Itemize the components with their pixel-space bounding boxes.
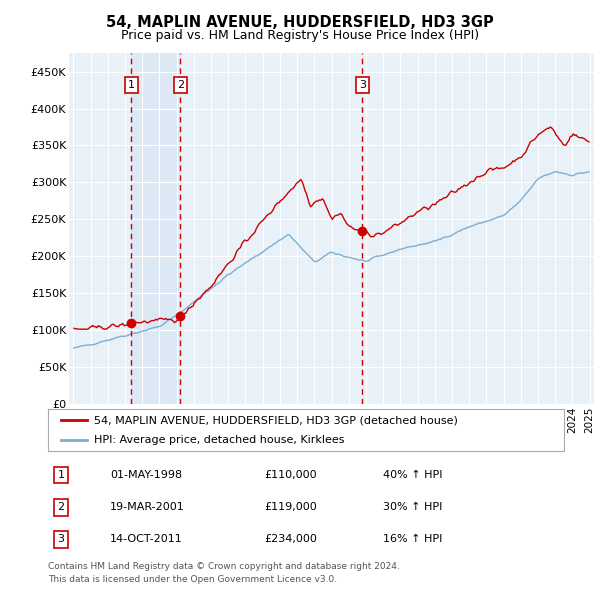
Text: 1: 1	[58, 470, 64, 480]
Text: 2: 2	[58, 503, 64, 512]
Text: 1: 1	[128, 80, 135, 90]
Text: 3: 3	[359, 80, 366, 90]
Text: This data is licensed under the Open Government Licence v3.0.: This data is licensed under the Open Gov…	[48, 575, 337, 584]
Text: 2: 2	[176, 80, 184, 90]
Text: 14-OCT-2011: 14-OCT-2011	[110, 535, 182, 545]
Text: 19-MAR-2001: 19-MAR-2001	[110, 503, 185, 512]
Text: 30% ↑ HPI: 30% ↑ HPI	[383, 503, 443, 512]
Bar	[131, 53, 180, 404]
Text: HPI: Average price, detached house, Kirklees: HPI: Average price, detached house, Kirk…	[94, 435, 345, 445]
Text: 54, MAPLIN AVENUE, HUDDERSFIELD, HD3 3GP (detached house): 54, MAPLIN AVENUE, HUDDERSFIELD, HD3 3GP…	[94, 415, 458, 425]
Text: 16% ↑ HPI: 16% ↑ HPI	[383, 535, 443, 545]
Text: 01-MAY-1998: 01-MAY-1998	[110, 470, 182, 480]
Text: Contains HM Land Registry data © Crown copyright and database right 2024.: Contains HM Land Registry data © Crown c…	[48, 562, 400, 571]
Text: 54, MAPLIN AVENUE, HUDDERSFIELD, HD3 3GP: 54, MAPLIN AVENUE, HUDDERSFIELD, HD3 3GP	[106, 15, 494, 30]
Text: £110,000: £110,000	[265, 470, 317, 480]
Text: 3: 3	[58, 535, 64, 545]
Text: £234,000: £234,000	[265, 535, 317, 545]
Text: Price paid vs. HM Land Registry's House Price Index (HPI): Price paid vs. HM Land Registry's House …	[121, 30, 479, 42]
Text: £119,000: £119,000	[265, 503, 317, 512]
Text: 40% ↑ HPI: 40% ↑ HPI	[383, 470, 443, 480]
